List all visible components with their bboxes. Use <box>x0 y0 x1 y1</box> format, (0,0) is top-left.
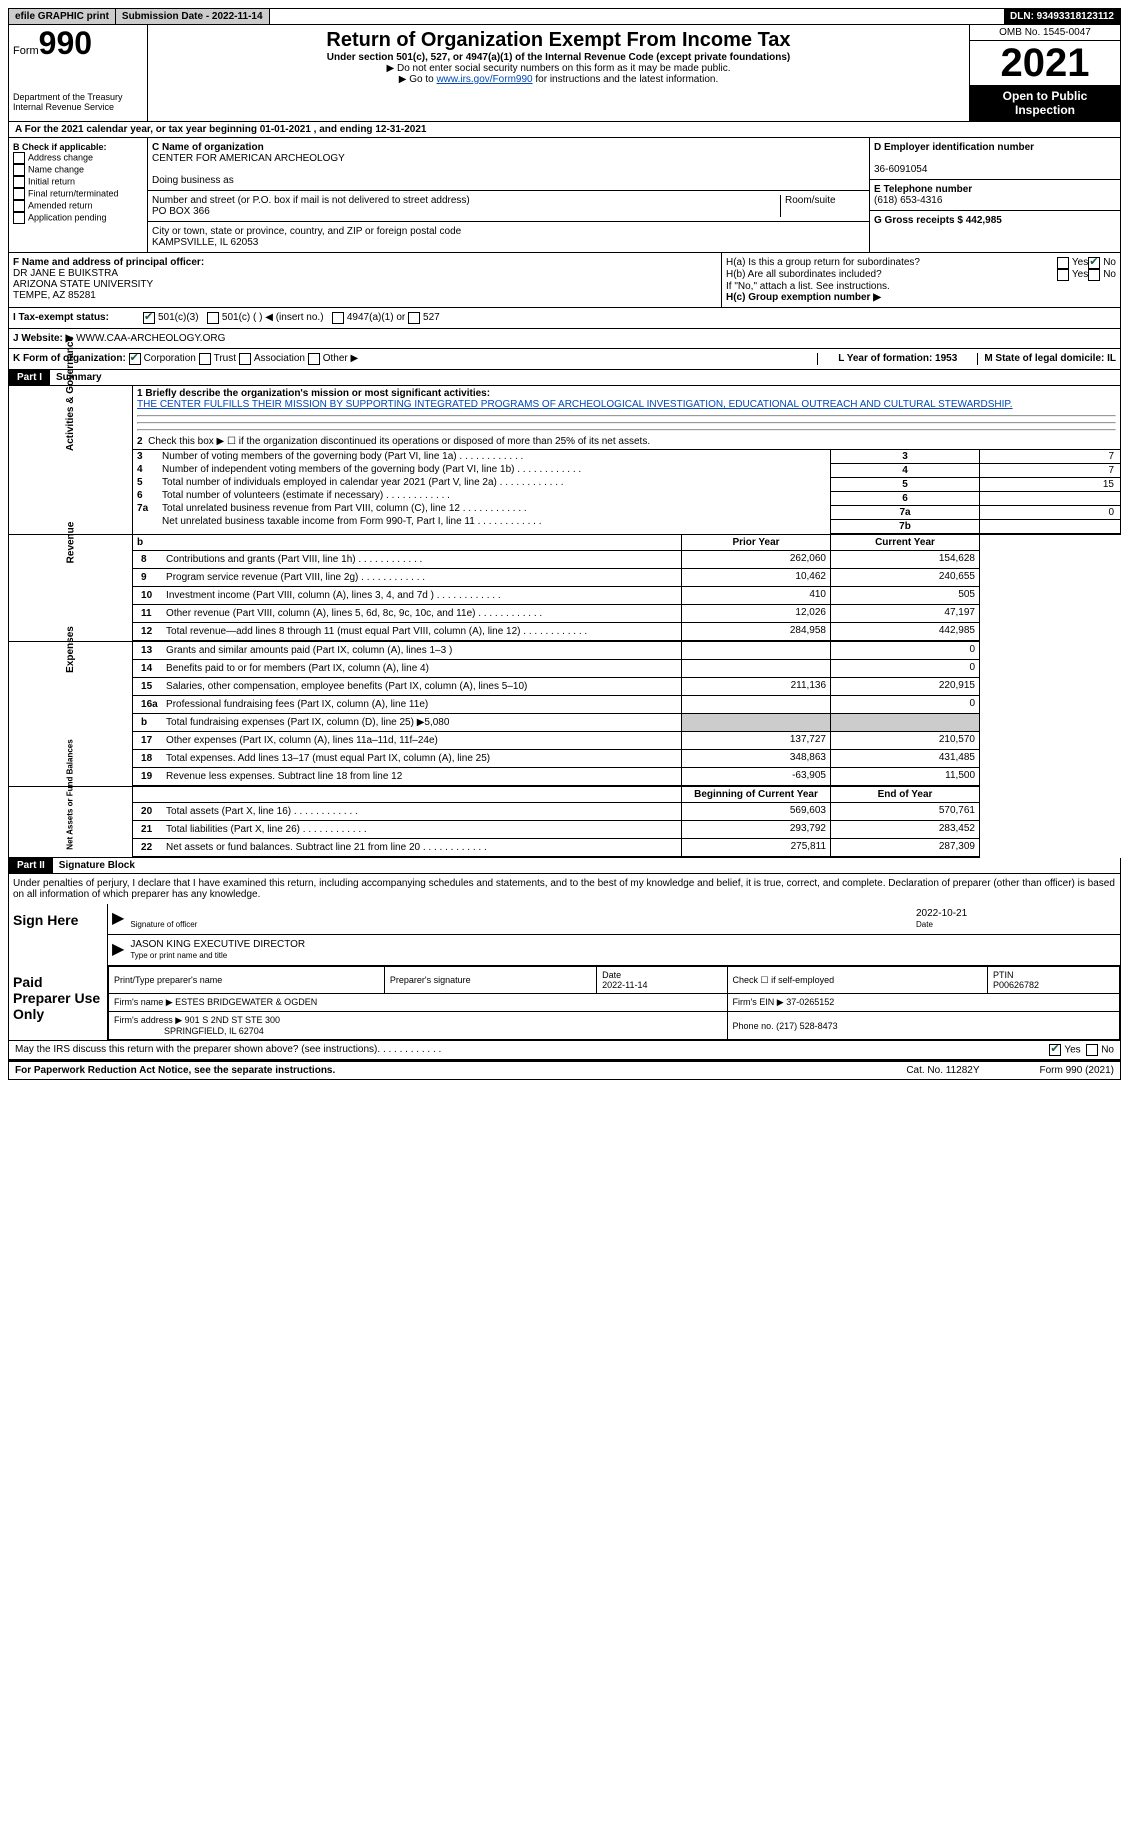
phone: (618) 653-4316 <box>874 195 942 206</box>
tax-year: 2021 <box>970 41 1120 85</box>
form-number: 990 <box>39 25 92 61</box>
part2-header: Part II Signature Block <box>8 858 1121 874</box>
city-state-zip: KAMPSVILLE, IL 62053 <box>152 237 258 248</box>
527-checkbox[interactable] <box>408 312 420 324</box>
501c3-checkbox[interactable] <box>143 312 155 324</box>
dln-number: DLN: 93493318123112 <box>1004 9 1120 24</box>
discuss-no[interactable] <box>1086 1044 1098 1056</box>
side-revenue: Revenue <box>65 522 76 564</box>
form-subtitle: Under section 501(c), 527, or 4947(a)(1)… <box>152 52 965 63</box>
section-b: B Check if applicable: Address change Na… <box>8 138 1121 253</box>
officer-printed-name: JASON KING EXECUTIVE DIRECTOR <box>130 939 305 950</box>
4947-checkbox[interactable] <box>332 312 344 324</box>
officer-name: DR JANE E BUIKSTRA <box>13 268 118 279</box>
irs-link[interactable]: www.irs.gov/Form990 <box>436 74 532 85</box>
ptin: P00626782 <box>993 980 1039 990</box>
firm-address: 901 S 2ND ST STE 300 <box>185 1015 280 1025</box>
top-bar: efile GRAPHIC print Submission Date - 20… <box>8 8 1121 25</box>
trust-checkbox[interactable] <box>199 353 211 365</box>
website-row: J Website: ▶ WWW.CAA-ARCHEOLOGY.ORG <box>8 329 1121 349</box>
department: Department of the Treasury Internal Reve… <box>13 92 143 112</box>
discuss-row: May the IRS discuss this return with the… <box>8 1041 1121 1060</box>
paid-preparer-label: Paid Preparer Use Only <box>9 966 107 1040</box>
k-row: K Form of organization: Corporation Trus… <box>8 349 1121 370</box>
website-url: WWW.CAA-ARCHEOLOGY.ORG <box>76 333 225 344</box>
street-address: PO BOX 366 <box>152 206 210 217</box>
hb-yes[interactable] <box>1057 269 1069 281</box>
calendar-year-line: A For the 2021 calendar year, or tax yea… <box>8 122 1121 138</box>
initial-checkbox[interactable] <box>13 176 25 188</box>
addr-change-checkbox[interactable] <box>13 152 25 164</box>
discuss-yes[interactable] <box>1049 1044 1061 1056</box>
ha-no[interactable] <box>1088 257 1100 269</box>
hb-no[interactable] <box>1088 269 1100 281</box>
501c-checkbox[interactable] <box>207 312 219 324</box>
part1-header: Part I Summary <box>8 370 1121 386</box>
b-label: B Check if applicable: <box>13 142 143 152</box>
inspection-badge: Open to Public Inspection <box>970 85 1120 121</box>
summary-table: Activities & Governance 1 Briefly descri… <box>8 386 1121 858</box>
pending-checkbox[interactable] <box>13 212 25 224</box>
section-f: F Name and address of principal officer:… <box>8 253 1121 308</box>
gross-receipts: G Gross receipts $ 442,985 <box>870 211 1120 230</box>
assoc-checkbox[interactable] <box>239 353 251 365</box>
other-checkbox[interactable] <box>308 353 320 365</box>
tax-status-row: I Tax-exempt status: 501(c)(3) 501(c) ( … <box>8 308 1121 329</box>
mission-text: THE CENTER FULFILLS THEIR MISSION BY SUP… <box>137 399 1116 410</box>
submission-date: Submission Date - 2022-11-14 <box>116 9 270 24</box>
side-activities: Activities & Governance <box>65 336 76 451</box>
penalty-text: Under penalties of perjury, I declare th… <box>9 874 1120 904</box>
side-expenses: Expenses <box>65 626 76 673</box>
firm-ein: 37-0265152 <box>786 997 834 1007</box>
efile-button[interactable]: efile GRAPHIC print <box>9 9 116 24</box>
form-label: Form <box>13 45 39 57</box>
sign-here-label: Sign Here <box>9 904 107 966</box>
firm-phone: (217) 528-8473 <box>776 1021 838 1031</box>
amended-checkbox[interactable] <box>13 200 25 212</box>
footer: For Paperwork Reduction Act Notice, see … <box>8 1060 1121 1080</box>
final-checkbox[interactable] <box>13 188 25 200</box>
name-change-checkbox[interactable] <box>13 164 25 176</box>
note-link: ▶ Go to www.irs.gov/Form990 for instruct… <box>152 74 965 85</box>
note-ssn: ▶ Do not enter social security numbers o… <box>152 63 965 74</box>
side-net: Net Assets or Fund Balances <box>66 739 75 849</box>
signature-block: Under penalties of perjury, I declare th… <box>8 874 1121 1041</box>
ha-yes[interactable] <box>1057 257 1069 269</box>
corp-checkbox[interactable] <box>129 353 141 365</box>
form-title: Return of Organization Exempt From Incom… <box>152 29 965 52</box>
form-header: Form990 Department of the Treasury Inter… <box>8 25 1121 122</box>
firm-name: ESTES BRIDGEWATER & OGDEN <box>175 997 317 1007</box>
ein: 36-6091054 <box>874 164 927 175</box>
omb-number: OMB No. 1545-0047 <box>970 25 1120 41</box>
org-name: CENTER FOR AMERICAN ARCHEOLOGY <box>152 153 345 164</box>
